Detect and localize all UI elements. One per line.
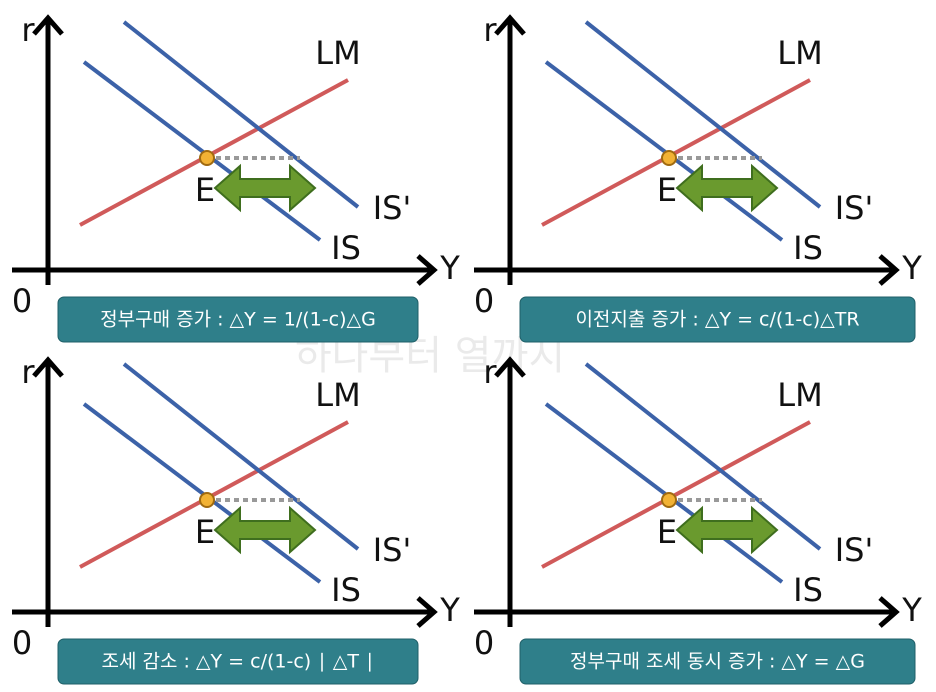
lm-curve <box>79 420 349 569</box>
is-shifted-label: IS' <box>835 531 874 569</box>
x-axis-label: Y <box>439 249 460 287</box>
y-axis-label: r <box>483 11 497 49</box>
panel: r Y 0 LM IS' IS E 조세 감소 : △Y = c/(1-c) ∣ △T ∣ <box>12 353 460 685</box>
panel: r Y 0 LM IS' IS E 정부구매 조세 동시 증가 : △Y = △G <box>474 353 922 685</box>
panel: r Y 0 LM IS' IS E 이전지출 증가 : △Y = c/(1-c)△TR <box>474 11 922 343</box>
lm-curve <box>79 78 349 227</box>
y-axis-arrow <box>32 14 64 36</box>
is-label: IS <box>331 229 361 267</box>
origin-label: 0 <box>12 282 32 320</box>
is-shifted-curve <box>584 20 822 209</box>
is-shifted-curve <box>122 362 360 551</box>
origin-label: 0 <box>474 624 494 662</box>
caption-box <box>57 638 419 685</box>
origin-label: 0 <box>12 624 32 662</box>
caption: 이전지출 증가 : △Y = c/(1-c)△TR <box>575 309 859 331</box>
is-label: IS <box>793 229 823 267</box>
is-shifted-label: IS' <box>373 189 412 227</box>
x-axis-label: Y <box>901 249 922 287</box>
is-curve <box>544 402 784 584</box>
shift-arrow <box>213 163 317 213</box>
shift-arrow <box>675 163 779 213</box>
equilibrium-point <box>199 150 215 166</box>
lm-label: LM <box>315 376 360 414</box>
y-axis-label: r <box>21 353 35 391</box>
caption: 정부구매 조세 동시 증가 : △Y = △G <box>570 651 865 673</box>
x-axis-label: Y <box>439 591 460 629</box>
lm-curve <box>541 78 811 227</box>
is-shifted-curve <box>584 362 822 551</box>
is-curve <box>544 60 784 242</box>
x-axis-arrow <box>416 596 438 628</box>
is-curve <box>82 402 322 584</box>
caption: 조세 감소 : △Y = c/(1-c) ∣ △T ∣ <box>101 651 374 673</box>
y-axis-arrow <box>494 356 526 378</box>
lm-label: LM <box>315 34 360 72</box>
x-axis-arrow <box>878 596 900 628</box>
x-axis-arrow <box>878 254 900 286</box>
shift-arrow <box>675 505 779 555</box>
origin-label: 0 <box>474 282 494 320</box>
y-axis-arrow <box>494 14 526 36</box>
is-shifted-label: IS' <box>835 189 874 227</box>
equilibrium-point <box>661 492 677 508</box>
equilibrium-label: E <box>195 513 215 551</box>
equilibrium-label: E <box>657 171 677 209</box>
caption: 정부구매 증가 : △Y = 1/(1-c)△G <box>100 309 376 331</box>
is-label: IS <box>793 571 823 609</box>
is-label: IS <box>331 571 361 609</box>
equilibrium-label: E <box>657 513 677 551</box>
equilibrium-point <box>199 492 215 508</box>
lm-curve <box>541 420 811 569</box>
lm-label: LM <box>777 34 822 72</box>
equilibrium-point <box>661 150 677 166</box>
y-axis-arrow <box>32 356 64 378</box>
x-axis-label: Y <box>901 591 922 629</box>
is-shifted-curve <box>122 20 360 209</box>
x-axis-arrow <box>416 254 438 286</box>
shift-arrow <box>213 505 317 555</box>
y-axis-label: r <box>483 353 497 391</box>
is-shifted-label: IS' <box>373 531 412 569</box>
caption-box <box>57 296 419 343</box>
lm-label: LM <box>777 376 822 414</box>
caption-box <box>519 638 916 685</box>
is-curve <box>82 60 322 242</box>
equilibrium-label: E <box>195 171 215 209</box>
panel: r Y 0 LM IS' IS E 정부구매 증가 : △Y = 1/(1-c)△G <box>12 11 460 343</box>
y-axis-label: r <box>21 11 35 49</box>
caption-box <box>519 296 916 343</box>
